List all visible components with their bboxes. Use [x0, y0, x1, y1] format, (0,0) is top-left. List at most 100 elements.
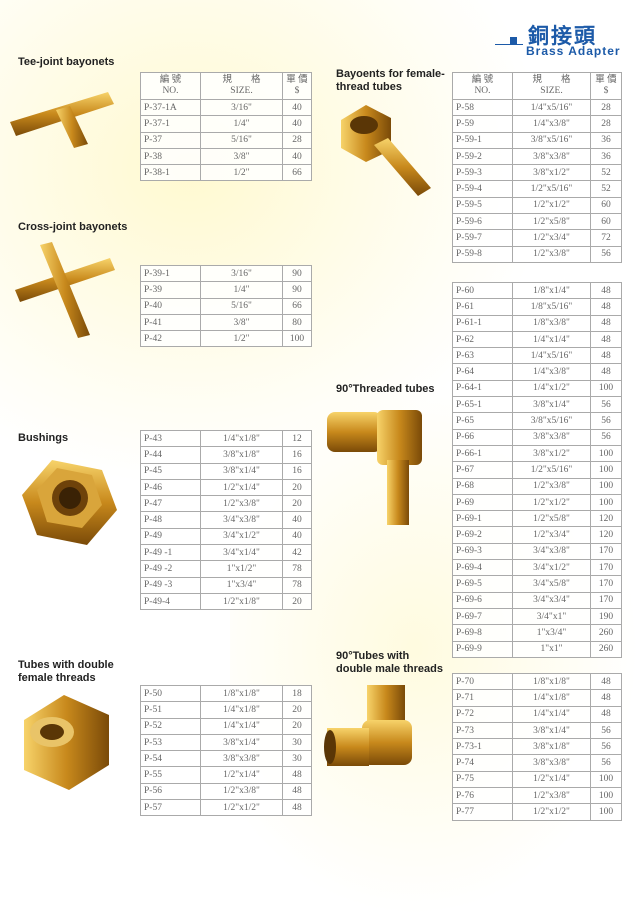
- cell-part-no: P-59: [452, 115, 513, 133]
- cell-size: 3/8"x3/8": [512, 147, 591, 166]
- cell-part-no: P-69-8: [452, 624, 513, 642]
- cell-part-no: P-47: [140, 495, 201, 513]
- cell-part-no: P-56: [140, 782, 201, 801]
- cell-part-no: P-63: [452, 347, 513, 365]
- col-header-price-en: $: [603, 86, 609, 96]
- col-header-price-en: $: [294, 86, 300, 96]
- cell-size: 1"x1/2": [200, 560, 283, 578]
- cell-price: 36: [590, 147, 622, 166]
- elbow-male-icon: [324, 685, 412, 766]
- cell-part-no: P-38-1: [140, 164, 201, 182]
- cell-size: 1/8"x1/8": [512, 672, 591, 691]
- table-row: P-55 1/2"x1/4" 48: [140, 766, 312, 784]
- col-header-size-en: SIZE.: [540, 86, 563, 96]
- cell-price: 56: [590, 412, 622, 430]
- cell-size: 1/2"x5/8": [512, 510, 591, 528]
- cell-price: 260: [590, 640, 622, 658]
- cell-size: 3/4"x3/8": [200, 511, 283, 529]
- cell-part-no: P-53: [140, 733, 201, 752]
- cell-price: 260: [590, 624, 622, 642]
- table-header-row: 編 號 NO. 規 格 SIZE. 單 價 $: [452, 72, 622, 100]
- cell-part-no: P-40: [140, 297, 201, 315]
- table-row: P-59-8 1/2"x3/8" 56: [452, 245, 622, 263]
- table-row: P-68 1/2"x3/8" 100: [452, 477, 622, 495]
- cell-part-no: P-70: [452, 672, 513, 691]
- cell-price: 56: [590, 738, 622, 756]
- section-label-bushings: Bushings: [18, 432, 69, 444]
- table-row: P-74 3/8"x3/8" 56: [452, 754, 622, 772]
- table-row: P-69-8 1"x3/4" 260: [452, 624, 622, 642]
- section-label-cross: Cross-joint bayonets: [18, 221, 128, 233]
- cell-price: 72: [590, 229, 622, 247]
- col-header-size-zh: 規 格: [532, 75, 571, 85]
- cell-price: 120: [590, 510, 622, 528]
- cell-size: 3/4"x1": [512, 607, 591, 626]
- cell-price: 30: [282, 750, 312, 768]
- table-row: P-61-1 1/8"x3/8" 48: [452, 314, 622, 332]
- table-row: P-50 1/8"x1/8" 18: [140, 684, 312, 703]
- cell-size: 3/8"x1/4": [200, 462, 283, 480]
- cell-part-no: P-55: [140, 766, 201, 784]
- cell-price: 90: [282, 281, 312, 299]
- cell-part-no: P-69-4: [452, 559, 513, 577]
- cell-part-no: P-59-4: [452, 180, 513, 198]
- cell-price: 100: [590, 787, 622, 805]
- table-row: P-49 -2 1"x1/2" 78: [140, 560, 312, 578]
- cell-part-no: P-42: [140, 330, 201, 348]
- cell-price: 12: [282, 429, 312, 448]
- cell-price: 20: [282, 478, 312, 497]
- page-title-en: Brass Adapter: [526, 44, 621, 58]
- table-row: P-72 1/4"x1/4" 48: [452, 705, 622, 723]
- table-row: P-77 1/2"x1/2" 100: [452, 803, 622, 821]
- table-row: P-69-5 3/4"x5/8" 170: [452, 575, 622, 593]
- cell-price: 56: [590, 245, 622, 263]
- table-row: P-66 3/8"x3/8" 56: [452, 428, 622, 446]
- cell-size: 3/16": [200, 264, 283, 283]
- cell-part-no: P-46: [140, 478, 201, 497]
- table-row: P-73 3/8"x1/4" 56: [452, 721, 622, 740]
- table-row: P-41 3/8" 80: [140, 313, 312, 332]
- cell-part-no: P-59-3: [452, 164, 513, 182]
- cell-price: 18: [282, 684, 312, 703]
- cell-part-no: P-69-3: [452, 542, 513, 561]
- cell-price: 48: [590, 672, 622, 691]
- table-row: P-59-1 3/8"x5/16" 36: [452, 131, 622, 149]
- cell-part-no: P-68: [452, 477, 513, 495]
- cell-size: 1/4"x3/8": [512, 115, 591, 133]
- table-row: P-62 1/4"x1/4" 48: [452, 330, 622, 349]
- cell-part-no: P-44: [140, 446, 201, 464]
- price-table-tee: 編 號 NO. 規 格 SIZE. 單 價 $ P-37-1A 3/16" 40 P-37-1 1/…: [140, 72, 312, 182]
- table-row: P-39-1 3/16" 90: [140, 264, 312, 283]
- table-row: P-49 3/4"x1/2" 40: [140, 527, 312, 546]
- col-header-price-zh: 單 價: [286, 75, 308, 85]
- cell-size: 1/2"x3/8": [200, 782, 283, 801]
- cell-price: 48: [590, 281, 622, 300]
- cell-price: 48: [590, 314, 622, 332]
- table-row: P-48 3/4"x3/8" 40: [140, 511, 312, 529]
- table-row: P-37-1 1/4" 40: [140, 115, 312, 133]
- cell-size: 1/8"x1/4": [512, 281, 591, 300]
- cell-price: 36: [590, 131, 622, 149]
- cell-size: 3/8"x1/4": [200, 733, 283, 752]
- cell-price: 100: [590, 803, 622, 821]
- table-row: P-61 1/8"x5/16" 48: [452, 298, 622, 316]
- cell-size: 1/8"x3/8": [512, 314, 591, 332]
- cell-part-no: P-49 -2: [140, 560, 201, 578]
- table-row: P-59-3 3/8"x1/2" 52: [452, 164, 622, 182]
- cell-size: 1/4"x1/4": [512, 705, 591, 723]
- cell-price: 48: [282, 766, 312, 784]
- cell-size: 3/8": [200, 147, 283, 166]
- cell-part-no: P-62: [452, 330, 513, 349]
- table-row: P-42 1/2" 100: [140, 330, 312, 348]
- cell-price: 100: [590, 461, 622, 479]
- cell-price: 42: [282, 544, 312, 562]
- cell-size: 1/4": [200, 115, 283, 133]
- cell-part-no: P-59-1: [452, 131, 513, 149]
- cell-price: 30: [282, 733, 312, 752]
- cell-part-no: P-69-1: [452, 510, 513, 528]
- cell-price: 66: [282, 297, 312, 315]
- cell-part-no: P-77: [452, 803, 513, 821]
- cell-size: 1/8"x1/8": [200, 684, 283, 703]
- table-row: P-70 1/8"x1/8" 48: [452, 672, 622, 691]
- table-row: P-38-1 1/2" 66: [140, 164, 312, 182]
